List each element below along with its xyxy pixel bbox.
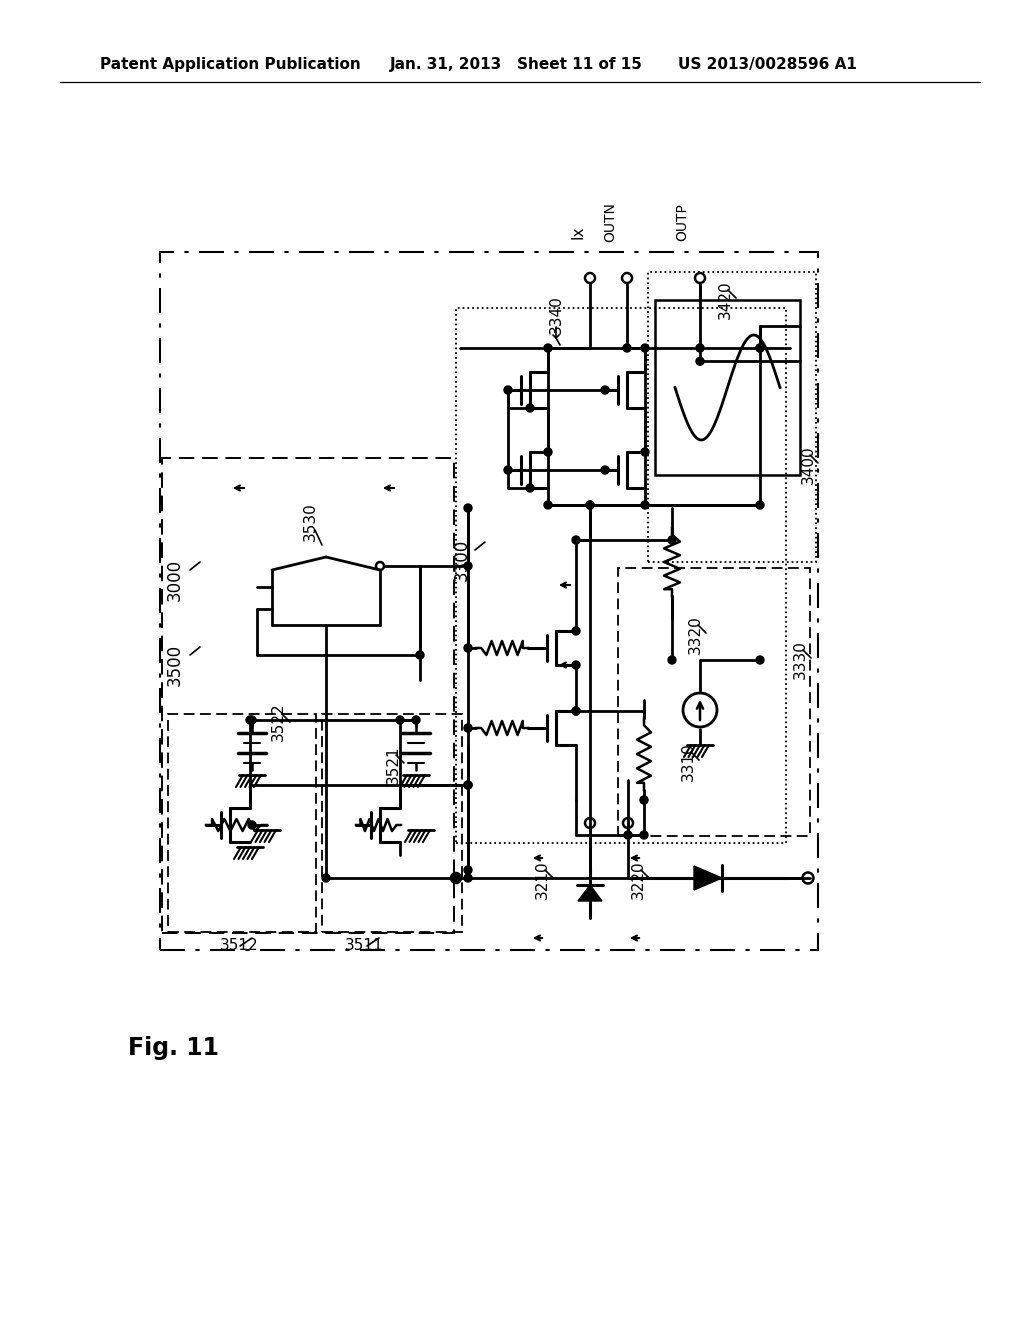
Text: 3420: 3420 bbox=[718, 281, 732, 319]
Bar bbox=[322, 714, 462, 932]
Circle shape bbox=[601, 466, 609, 474]
Circle shape bbox=[452, 874, 460, 882]
Polygon shape bbox=[694, 866, 722, 890]
Text: 3400: 3400 bbox=[801, 446, 815, 484]
Bar bbox=[456, 308, 786, 843]
Circle shape bbox=[696, 345, 705, 352]
Circle shape bbox=[544, 447, 552, 455]
Circle shape bbox=[756, 656, 764, 664]
Circle shape bbox=[464, 562, 472, 570]
Circle shape bbox=[572, 708, 580, 715]
Circle shape bbox=[640, 796, 648, 804]
Circle shape bbox=[464, 781, 472, 789]
Circle shape bbox=[464, 723, 472, 733]
Circle shape bbox=[246, 715, 254, 723]
Text: Ix: Ix bbox=[570, 226, 586, 239]
Bar bbox=[655, 300, 800, 475]
Circle shape bbox=[322, 874, 330, 882]
Text: 3320: 3320 bbox=[687, 615, 702, 655]
Circle shape bbox=[668, 536, 676, 544]
Circle shape bbox=[668, 656, 676, 664]
Circle shape bbox=[464, 644, 472, 652]
Text: 3310: 3310 bbox=[681, 743, 695, 781]
Circle shape bbox=[624, 832, 632, 840]
Circle shape bbox=[248, 821, 256, 829]
Circle shape bbox=[696, 358, 705, 366]
Bar bbox=[162, 458, 454, 933]
Circle shape bbox=[412, 715, 420, 723]
Text: Patent Application Publication: Patent Application Publication bbox=[100, 58, 360, 73]
Circle shape bbox=[504, 466, 512, 474]
Text: 3521: 3521 bbox=[385, 746, 400, 784]
Circle shape bbox=[416, 651, 424, 659]
Circle shape bbox=[640, 832, 648, 840]
Text: Fig. 11: Fig. 11 bbox=[128, 1036, 219, 1060]
Circle shape bbox=[464, 866, 472, 874]
Circle shape bbox=[572, 536, 580, 544]
Bar bbox=[648, 272, 816, 562]
Circle shape bbox=[248, 715, 256, 723]
Text: 3500: 3500 bbox=[166, 644, 184, 686]
Circle shape bbox=[641, 447, 649, 455]
Text: 3522: 3522 bbox=[270, 702, 286, 742]
Circle shape bbox=[572, 627, 580, 635]
Circle shape bbox=[586, 502, 594, 510]
Text: 3220: 3220 bbox=[631, 861, 645, 899]
Circle shape bbox=[464, 504, 472, 512]
Circle shape bbox=[641, 502, 649, 510]
Circle shape bbox=[464, 874, 472, 882]
Circle shape bbox=[601, 385, 609, 393]
Text: 3210: 3210 bbox=[535, 861, 550, 899]
Circle shape bbox=[623, 345, 631, 352]
Text: 3000: 3000 bbox=[166, 558, 184, 601]
Circle shape bbox=[544, 345, 552, 352]
Circle shape bbox=[641, 345, 649, 352]
Text: 3330: 3330 bbox=[793, 640, 808, 680]
Bar bbox=[168, 714, 316, 932]
Bar bbox=[618, 568, 810, 836]
Text: 3300: 3300 bbox=[453, 539, 471, 581]
Circle shape bbox=[572, 708, 580, 715]
Text: OUTN: OUTN bbox=[603, 202, 617, 242]
Circle shape bbox=[756, 502, 764, 510]
Circle shape bbox=[756, 345, 764, 352]
Polygon shape bbox=[578, 884, 602, 902]
Text: US 2013/0028596 A1: US 2013/0028596 A1 bbox=[678, 58, 857, 73]
Circle shape bbox=[526, 404, 534, 412]
Circle shape bbox=[756, 345, 764, 352]
Circle shape bbox=[464, 781, 472, 789]
Circle shape bbox=[526, 484, 534, 492]
Text: Jan. 31, 2013   Sheet 11 of 15: Jan. 31, 2013 Sheet 11 of 15 bbox=[390, 58, 643, 73]
Circle shape bbox=[586, 502, 594, 510]
Text: 3511: 3511 bbox=[345, 939, 384, 953]
Bar bbox=[160, 252, 818, 950]
Text: OUTP: OUTP bbox=[675, 203, 689, 242]
Circle shape bbox=[504, 385, 512, 393]
Circle shape bbox=[572, 661, 580, 669]
Text: 3512: 3512 bbox=[220, 939, 259, 953]
Circle shape bbox=[396, 715, 404, 723]
Circle shape bbox=[544, 502, 552, 510]
Text: 3530: 3530 bbox=[302, 503, 317, 541]
Text: 3340: 3340 bbox=[549, 296, 563, 334]
